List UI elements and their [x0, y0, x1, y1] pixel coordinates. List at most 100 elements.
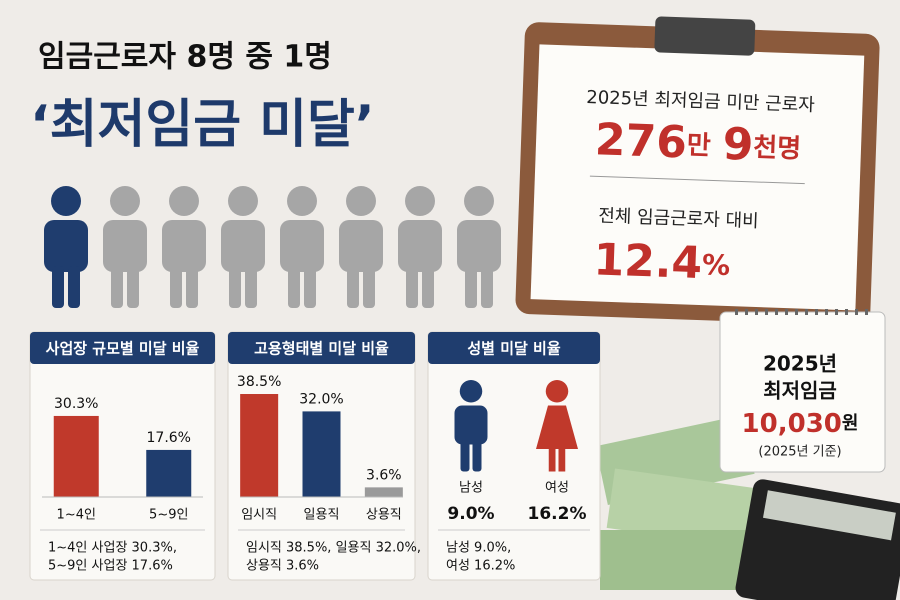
head [464, 186, 494, 216]
panel-title: 사업장 규모별 미달 비율 [46, 340, 200, 358]
torso [457, 220, 501, 272]
head [545, 380, 569, 403]
gender-icon [536, 380, 578, 472]
leg [481, 266, 493, 308]
person-icon [103, 186, 147, 308]
clipboard: 2025년 최저임금 미만 근로자 276만 9천명 전체 임금근로자 대비 12… [515, 16, 880, 326]
leg [186, 266, 198, 308]
head [110, 186, 140, 216]
count-a: 276 [594, 114, 688, 168]
calendar-label: 최저임금 [763, 379, 837, 403]
panel-title: 고용형태별 미달 비율 [254, 340, 389, 358]
leg [347, 266, 359, 308]
leg [111, 266, 123, 308]
head [228, 186, 258, 216]
panel-header [30, 332, 215, 364]
count-b: 9 [722, 119, 754, 171]
value-label: 32.0% [299, 391, 343, 407]
person-icon [398, 186, 442, 308]
leg [363, 266, 375, 308]
leg [472, 440, 482, 472]
dress [536, 405, 578, 449]
unit-a: 만 [686, 130, 711, 161]
value-label: 3.6% [366, 467, 402, 483]
value-label: 30.3% [54, 396, 98, 412]
leg [460, 440, 470, 472]
divider [589, 175, 805, 185]
head [405, 186, 435, 216]
clipboard-ratio: 12.4% [593, 234, 731, 290]
category-label: 임시직 [241, 508, 277, 523]
category-label: 1~4인 [57, 508, 96, 523]
leg [548, 447, 556, 472]
calculator-screen [762, 490, 896, 541]
torso [221, 220, 265, 272]
value-label: 38.5% [237, 374, 281, 390]
person-icon [339, 186, 383, 308]
leg [558, 447, 566, 472]
clipboard-count: 276만 9천명 [594, 114, 802, 172]
bar [240, 394, 279, 497]
leg [304, 266, 316, 308]
amount: 10,030 [742, 409, 842, 439]
title-line1: 임금근로자 8명 중 1명 [38, 40, 332, 75]
value-label: 16.2% [528, 504, 587, 524]
category-label: 여성 [545, 481, 569, 496]
title-line2: ‘최저임금 미달’ [30, 95, 375, 155]
unit-b: 천명 [753, 132, 802, 164]
head [346, 186, 376, 216]
leg [288, 266, 300, 308]
category-label: 남성 [459, 481, 483, 496]
leg [229, 266, 241, 308]
summary-text: 5~9인 사업장 17.6% [48, 559, 173, 574]
person-icon [280, 186, 324, 308]
people-row [44, 186, 501, 308]
torso [44, 220, 88, 272]
summary-text: 상용직 3.6% [246, 559, 319, 574]
ratio-unit: % [702, 248, 731, 282]
head [51, 186, 81, 216]
value-label: 17.6% [147, 430, 191, 446]
gender-icon [454, 380, 488, 472]
bar [146, 449, 192, 497]
calendar-amount: 10,030원 [742, 409, 859, 439]
head [287, 186, 317, 216]
calendar-year: 2025년 [763, 352, 837, 376]
leg [68, 266, 80, 308]
summary-text: 여성 16.2% [446, 559, 515, 574]
leg [422, 266, 434, 308]
person-icon [457, 186, 501, 308]
category-label: 5~9인 [149, 508, 188, 523]
calendar-page [719, 311, 886, 473]
torso [398, 220, 442, 272]
panel-header [428, 332, 600, 364]
leg [406, 266, 418, 308]
panel-title: 성별 미달 비율 [467, 340, 560, 358]
torso [280, 220, 324, 272]
person-icon [44, 186, 88, 308]
person-icon [221, 186, 265, 308]
leg [52, 266, 64, 308]
head [169, 186, 199, 216]
category-label: 일용직 [304, 508, 340, 523]
clipboard-clip [654, 16, 756, 56]
torso [339, 220, 383, 272]
torso [162, 220, 206, 272]
category-label: 상용직 [366, 508, 402, 523]
summary-text: 임시직 38.5%, 일용직 32.0%, [246, 541, 421, 556]
leg [245, 266, 257, 308]
bar [364, 487, 403, 497]
head [459, 380, 483, 403]
summary-text: 1~4인 사업장 30.3%, [48, 541, 177, 556]
calendar-note: (2025년 기준) [758, 445, 841, 460]
amount-unit: 원 [842, 413, 859, 434]
calendar: 2025년 최저임금 10,030원 (2025년 기준) [719, 309, 886, 473]
bar [53, 415, 99, 497]
torso [454, 405, 488, 445]
calculator [735, 479, 900, 600]
leg [170, 266, 182, 308]
value-label: 9.0% [447, 504, 494, 524]
leg [465, 266, 477, 308]
summary-text: 남성 9.0%, [446, 541, 511, 556]
